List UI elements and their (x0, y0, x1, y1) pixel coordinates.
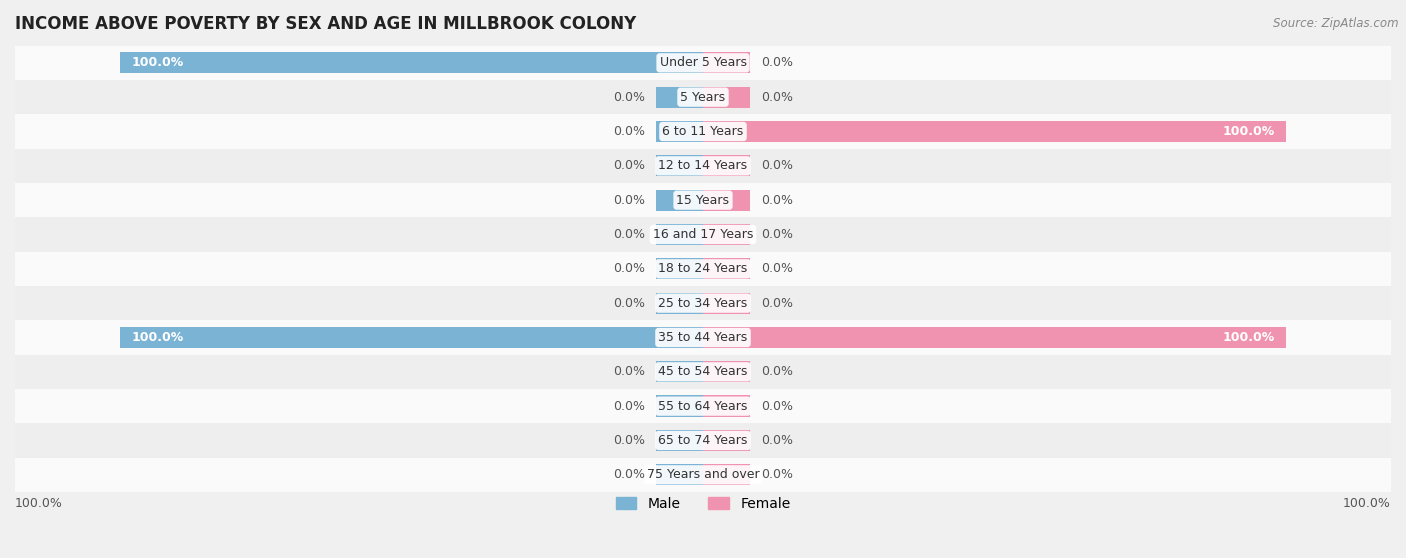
Text: 55 to 64 Years: 55 to 64 Years (658, 400, 748, 413)
Bar (703, 258, 749, 280)
Text: 0.0%: 0.0% (613, 262, 645, 275)
Text: 0.0%: 0.0% (613, 400, 645, 413)
Bar (120, 327, 703, 348)
Text: 0.0%: 0.0% (761, 194, 793, 206)
Bar (657, 464, 703, 485)
Text: 0.0%: 0.0% (613, 468, 645, 482)
Text: 100.0%: 100.0% (132, 56, 184, 69)
Text: Source: ZipAtlas.com: Source: ZipAtlas.com (1274, 17, 1399, 30)
Bar (3, 217, 1403, 252)
Text: 100.0%: 100.0% (1222, 331, 1274, 344)
Bar (703, 327, 1286, 348)
Bar (657, 86, 703, 108)
Bar (703, 396, 749, 417)
Text: 6 to 11 Years: 6 to 11 Years (662, 125, 744, 138)
Text: 0.0%: 0.0% (613, 434, 645, 447)
Text: INCOME ABOVE POVERTY BY SEX AND AGE IN MILLBROOK COLONY: INCOME ABOVE POVERTY BY SEX AND AGE IN M… (15, 15, 637, 33)
Bar (3, 252, 1403, 286)
Text: 0.0%: 0.0% (761, 228, 793, 241)
Text: 0.0%: 0.0% (761, 90, 793, 104)
Text: 0.0%: 0.0% (761, 365, 793, 378)
Text: 0.0%: 0.0% (613, 125, 645, 138)
Text: 100.0%: 100.0% (15, 498, 63, 511)
Bar (657, 361, 703, 382)
Text: 100.0%: 100.0% (1222, 125, 1274, 138)
Text: 12 to 14 Years: 12 to 14 Years (658, 160, 748, 172)
Text: 16 and 17 Years: 16 and 17 Years (652, 228, 754, 241)
Bar (3, 320, 1403, 355)
Text: Under 5 Years: Under 5 Years (659, 56, 747, 69)
Bar (703, 52, 749, 74)
Bar (703, 86, 749, 108)
Text: 100.0%: 100.0% (132, 331, 184, 344)
Bar (657, 224, 703, 245)
Bar (703, 464, 749, 485)
Bar (657, 190, 703, 211)
Legend: Male, Female: Male, Female (610, 491, 796, 516)
Text: 0.0%: 0.0% (613, 160, 645, 172)
Bar (657, 121, 703, 142)
Bar (3, 458, 1403, 492)
Text: 0.0%: 0.0% (613, 297, 645, 310)
Bar (3, 148, 1403, 183)
Bar (657, 258, 703, 280)
Text: 65 to 74 Years: 65 to 74 Years (658, 434, 748, 447)
Bar (3, 286, 1403, 320)
Bar (3, 355, 1403, 389)
Text: 0.0%: 0.0% (761, 434, 793, 447)
Text: 0.0%: 0.0% (613, 194, 645, 206)
Bar (3, 46, 1403, 80)
Bar (3, 389, 1403, 424)
Text: 0.0%: 0.0% (761, 262, 793, 275)
Text: 0.0%: 0.0% (761, 468, 793, 482)
Text: 25 to 34 Years: 25 to 34 Years (658, 297, 748, 310)
Text: 75 Years and over: 75 Years and over (647, 468, 759, 482)
Text: 0.0%: 0.0% (613, 365, 645, 378)
Bar (703, 121, 1286, 142)
Text: 15 Years: 15 Years (676, 194, 730, 206)
Bar (657, 155, 703, 176)
Bar (703, 430, 749, 451)
Bar (703, 224, 749, 245)
Bar (3, 183, 1403, 217)
Text: 35 to 44 Years: 35 to 44 Years (658, 331, 748, 344)
Text: 0.0%: 0.0% (761, 56, 793, 69)
Bar (3, 80, 1403, 114)
Text: 45 to 54 Years: 45 to 54 Years (658, 365, 748, 378)
Text: 5 Years: 5 Years (681, 90, 725, 104)
Text: 0.0%: 0.0% (613, 90, 645, 104)
Text: 100.0%: 100.0% (1343, 498, 1391, 511)
Text: 0.0%: 0.0% (613, 228, 645, 241)
Bar (657, 292, 703, 314)
Text: 0.0%: 0.0% (761, 297, 793, 310)
Text: 18 to 24 Years: 18 to 24 Years (658, 262, 748, 275)
Bar (657, 430, 703, 451)
Bar (703, 292, 749, 314)
Bar (703, 190, 749, 211)
Bar (657, 396, 703, 417)
Text: 0.0%: 0.0% (761, 160, 793, 172)
Bar (703, 361, 749, 382)
Bar (120, 52, 703, 74)
Bar (703, 155, 749, 176)
Bar (3, 114, 1403, 148)
Bar (3, 424, 1403, 458)
Text: 0.0%: 0.0% (761, 400, 793, 413)
